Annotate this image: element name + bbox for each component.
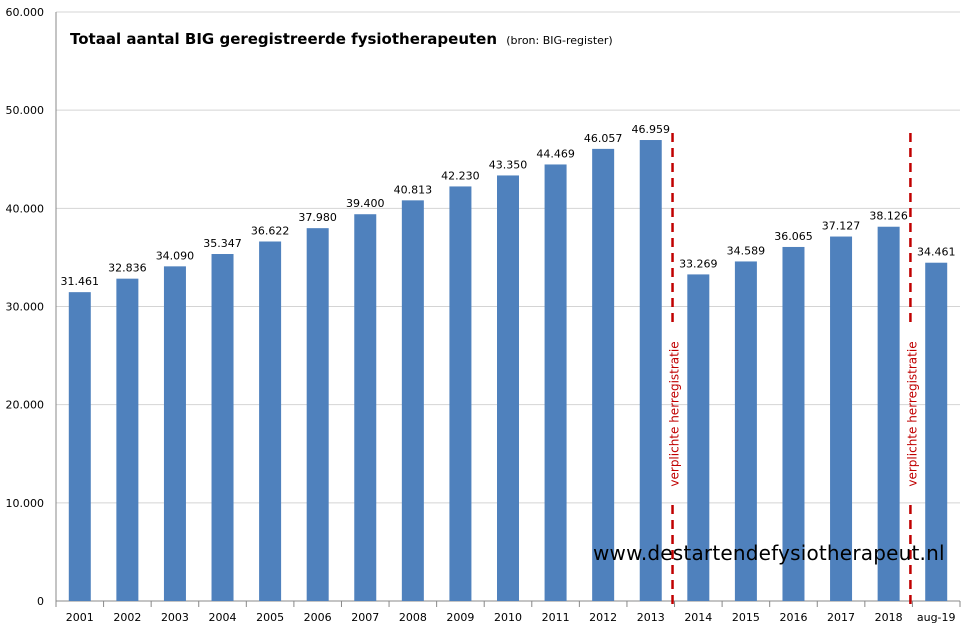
x-tick-label: 2005 — [256, 611, 284, 624]
bar — [639, 140, 662, 601]
data-label: 34.589 — [727, 244, 766, 257]
y-tick-label: 50.000 — [6, 104, 45, 117]
x-tick-label: 2015 — [732, 611, 760, 624]
bar — [163, 266, 186, 601]
data-label: 36.065 — [774, 230, 813, 243]
x-tick-label: 2004 — [209, 611, 237, 624]
x-tick-label: 2013 — [637, 611, 665, 624]
data-label: 43.350 — [489, 158, 528, 171]
data-label: 35.347 — [203, 237, 242, 250]
data-label: 37.980 — [298, 211, 337, 224]
annotation-label: verplichte herregistratie — [668, 341, 682, 486]
chart-title: Totaal aantal BIG geregistreerde fysioth… — [70, 30, 613, 48]
x-tick-label: 2014 — [684, 611, 712, 624]
y-tick-label: 60.000 — [6, 6, 45, 19]
x-tick-label: 2007 — [351, 611, 379, 624]
data-label: 31.461 — [61, 275, 100, 288]
data-label: 46.959 — [631, 123, 670, 136]
x-tick-label: 2008 — [399, 611, 427, 624]
x-tick-label: 2006 — [304, 611, 332, 624]
data-label: 39.400 — [346, 197, 385, 210]
bar — [877, 226, 900, 601]
x-tick-label: 2011 — [542, 611, 570, 624]
bar — [497, 175, 519, 601]
data-label: 42.230 — [441, 169, 480, 182]
annotation-label: verplichte herregistratie — [905, 341, 919, 486]
bar — [306, 228, 329, 601]
bar — [259, 241, 282, 602]
bar — [449, 186, 472, 601]
x-tick-label: 2018 — [875, 611, 903, 624]
y-tick-label: 20.000 — [6, 399, 45, 412]
data-label: 38.126 — [869, 210, 908, 223]
bar — [782, 246, 805, 601]
x-tick-label: 2002 — [113, 611, 141, 624]
data-label: 37.127 — [822, 220, 861, 233]
data-label: 36.622 — [251, 224, 290, 237]
y-tick-label: 10.000 — [6, 497, 45, 510]
data-label: 40.813 — [394, 183, 433, 196]
bar — [687, 274, 710, 601]
data-label: 34.461 — [917, 246, 956, 259]
x-tick-label: 2003 — [161, 611, 189, 624]
x-tick-label: 2012 — [589, 611, 617, 624]
x-tick-label: aug-19 — [917, 611, 956, 624]
data-label: 32.836 — [108, 262, 147, 275]
bar — [592, 148, 615, 601]
watermark-url: www.destartendefysiotherapeut.nl — [593, 541, 945, 565]
chart-subtitle: (bron: BIG-register) — [506, 34, 613, 47]
data-label: 44.469 — [536, 147, 575, 160]
data-label: 33.269 — [679, 257, 718, 270]
y-tick-label: 40.000 — [6, 202, 45, 215]
bar — [354, 214, 377, 601]
bar — [68, 292, 91, 601]
bar — [211, 254, 234, 601]
bar — [830, 236, 853, 601]
bar — [116, 278, 139, 601]
data-label: 34.090 — [156, 249, 195, 262]
x-tick-label: 2010 — [494, 611, 522, 624]
x-tick-label: 2009 — [446, 611, 474, 624]
bar — [925, 262, 948, 601]
x-tick-label: 2017 — [827, 611, 855, 624]
bar — [401, 200, 424, 601]
bar — [544, 164, 567, 601]
y-tick-label: 0 — [37, 595, 44, 608]
x-tick-label: 2016 — [779, 611, 807, 624]
bar — [734, 261, 757, 601]
data-label: 46.057 — [584, 132, 623, 145]
y-tick-label: 30.000 — [6, 301, 45, 314]
chart-title-text: Totaal aantal BIG geregistreerde fysioth… — [70, 30, 498, 48]
x-tick-label: 2001 — [66, 611, 94, 624]
